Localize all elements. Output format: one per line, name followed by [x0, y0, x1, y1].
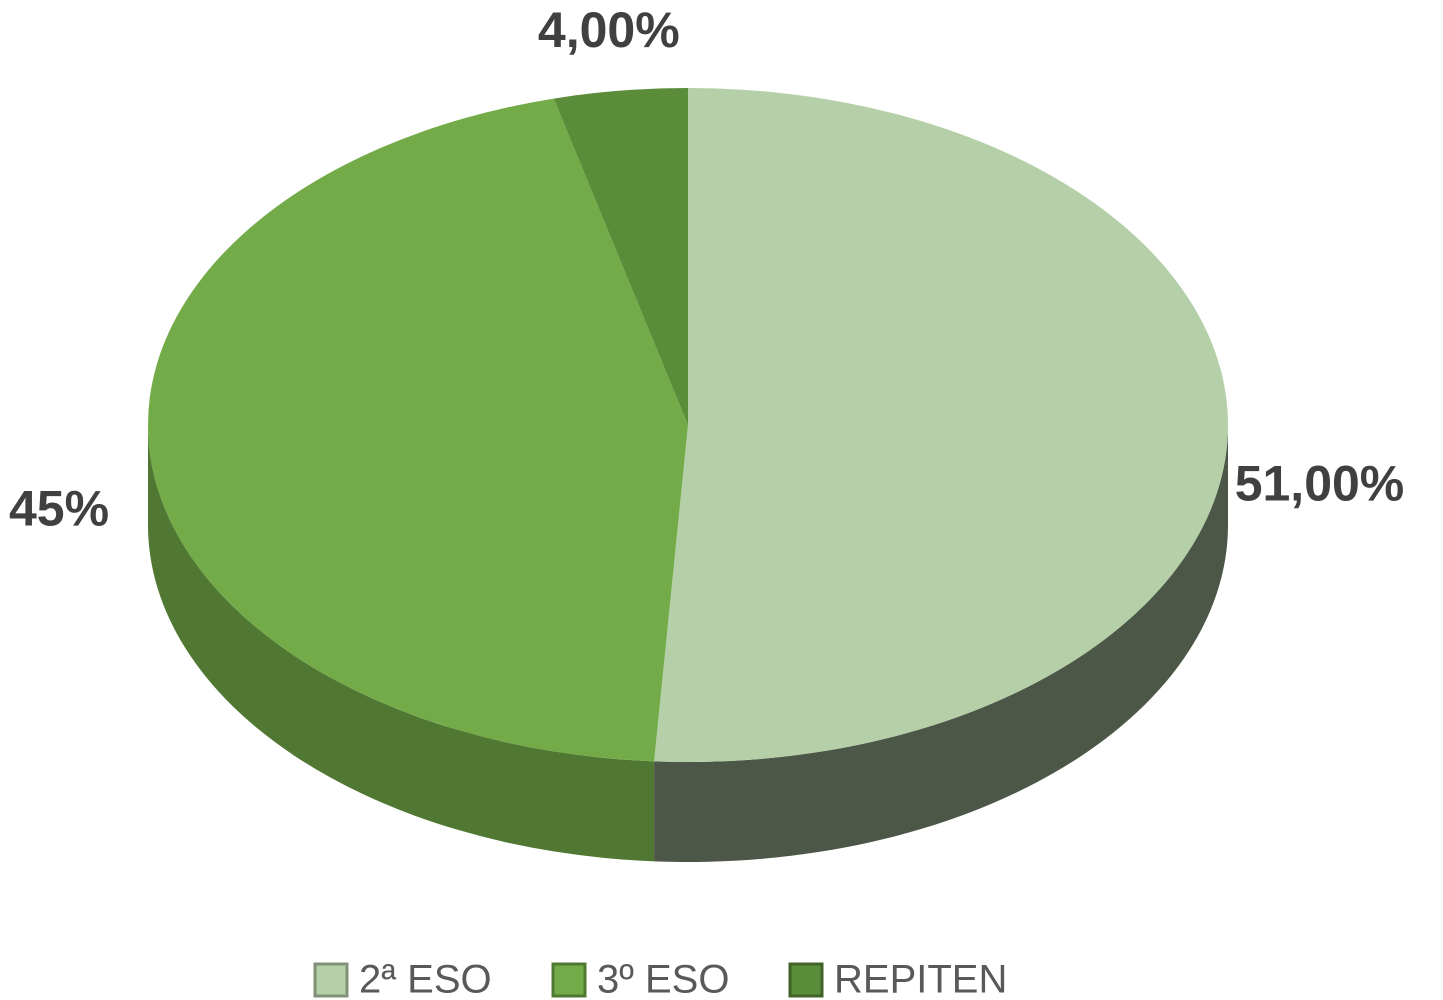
slice	[654, 88, 1229, 762]
data-label: 51,00%	[1235, 456, 1405, 512]
legend: 2ª ESO 3º ESO REPITEN	[313, 958, 1007, 1000]
legend-swatch	[551, 962, 587, 998]
legend-label: 3º ESO	[597, 958, 729, 1000]
legend-swatch	[313, 962, 349, 998]
slice-side	[654, 425, 1228, 862]
slice-side	[148, 425, 655, 862]
data-label: 4,00%	[538, 2, 680, 58]
legend-label: 2ª ESO	[359, 958, 492, 1000]
legend-swatch	[788, 962, 824, 998]
legend-label: REPITEN	[834, 958, 1007, 1000]
slice	[553, 88, 688, 425]
slice	[147, 98, 688, 762]
data-label: 45%	[9, 480, 109, 536]
